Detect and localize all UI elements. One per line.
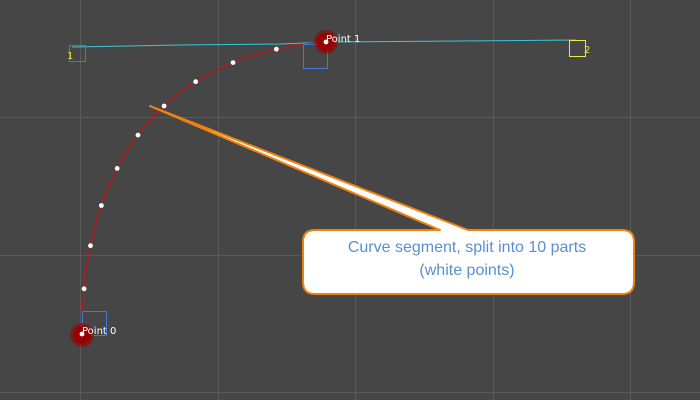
handle-2-label: 2 (584, 45, 590, 56)
curve-segment[interactable] (81, 41, 327, 335)
split-point (114, 166, 120, 171)
split-point (81, 286, 87, 292)
split-point (161, 103, 167, 109)
callout-bubble (149, 105, 635, 295)
point-0-label: Point 0 (82, 326, 116, 337)
split-point (193, 79, 199, 85)
split-point (99, 203, 104, 208)
split-point (274, 46, 279, 52)
callout-text: Curve segment, split into 10 parts (whit… (306, 236, 628, 282)
point-1-label: Point 1 (326, 34, 360, 45)
split-point-endpoint (79, 331, 85, 337)
split-point (135, 132, 141, 138)
handle-2-box[interactable] (569, 40, 586, 57)
split-point-endpoint (323, 39, 329, 45)
callout-shape (149, 105, 635, 295)
handle-1-label: 1 (67, 51, 73, 62)
callout-line-1: Curve segment, split into 10 parts (347, 239, 587, 256)
split-points (79, 39, 329, 337)
split-point (88, 243, 93, 249)
tangent-line (71, 39, 577, 48)
callout-line-2: (white points) (419, 262, 515, 279)
handle-1-box[interactable] (69, 45, 86, 62)
split-point (230, 60, 236, 65)
